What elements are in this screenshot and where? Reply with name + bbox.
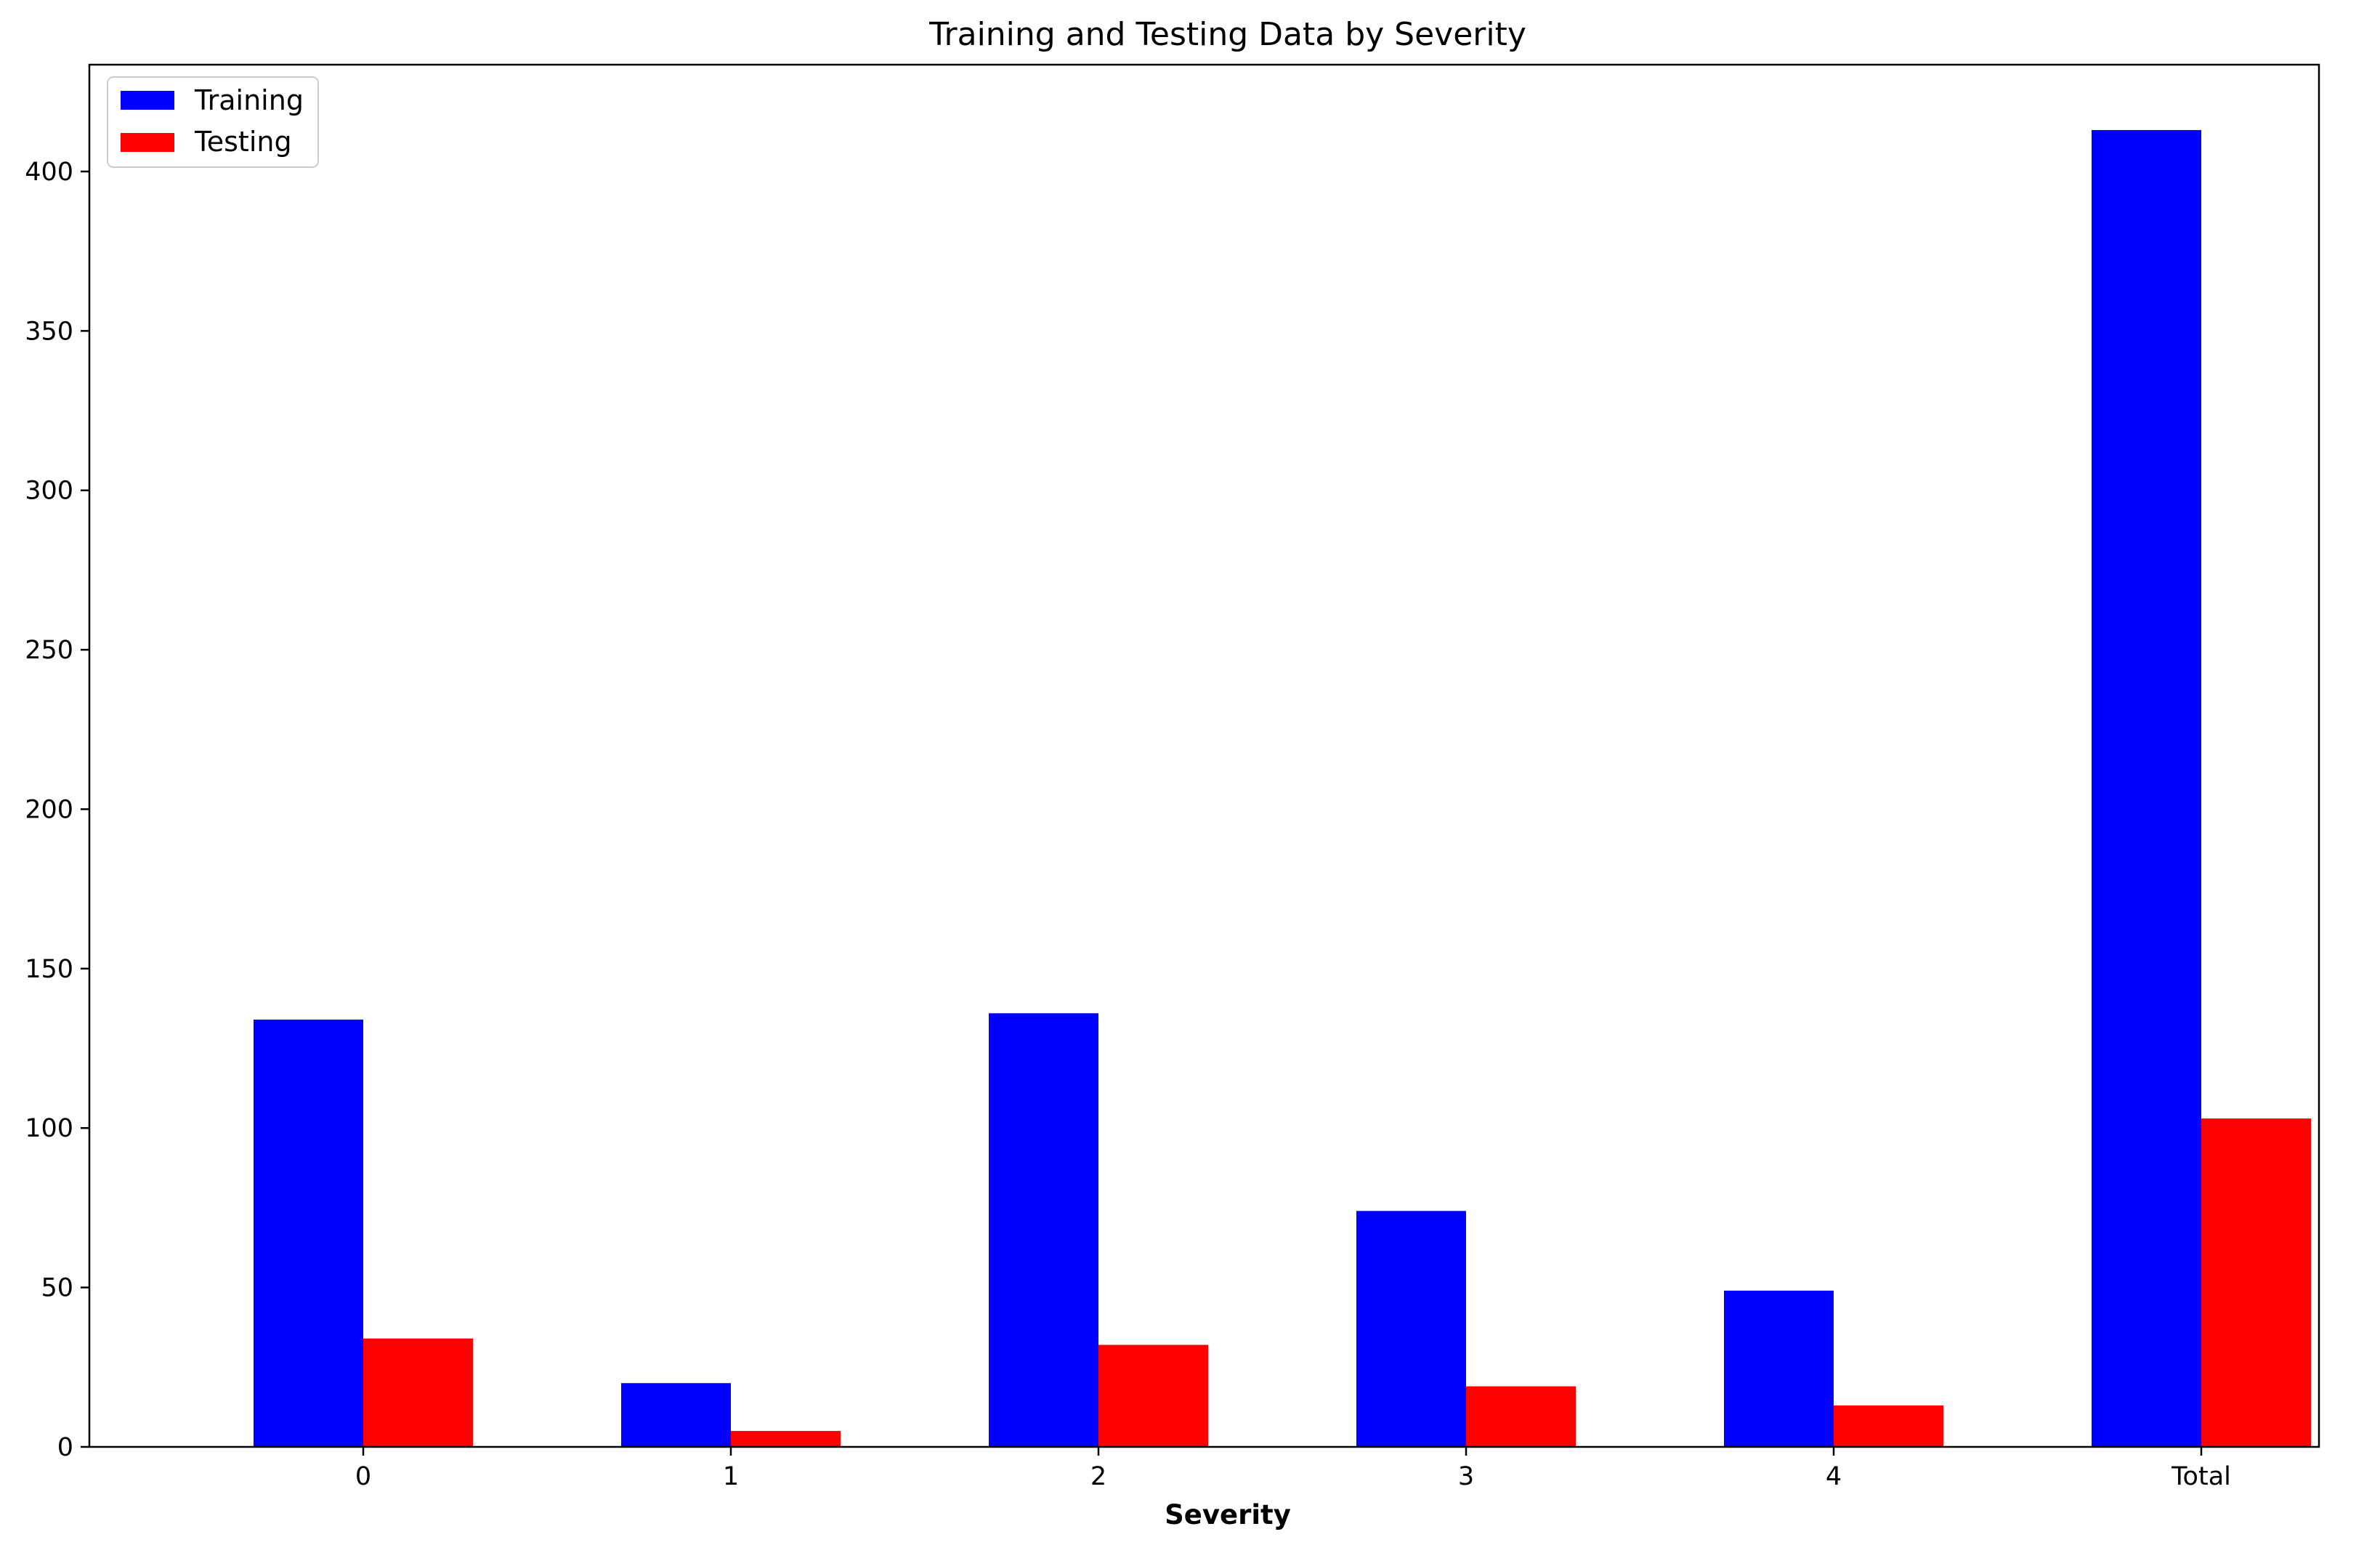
x-tick-label-2: 2: [1090, 1462, 1106, 1491]
legend: Training Testing: [107, 76, 319, 168]
bar-testing-0: [363, 1338, 473, 1447]
bar-training-3: [1356, 1211, 1466, 1447]
y-axis: 0 50 100 150 200 250 300 350 400: [25, 158, 89, 1462]
bar-testing-3: [1466, 1386, 1576, 1447]
chart-title: Training and Testing Data by Severity: [928, 16, 1526, 53]
x-axis: 0 1 2 3 4 Total: [355, 1447, 2231, 1491]
y-tick-label-50: 50: [41, 1274, 73, 1303]
bar-training-4: [1724, 1291, 1834, 1447]
bar-training-total: [2092, 129, 2201, 1448]
legend-swatch-training: [121, 91, 174, 110]
bar-training-1: [621, 1383, 731, 1447]
bar-testing-4: [1834, 1405, 1943, 1447]
legend-label-testing: Testing: [194, 126, 292, 158]
bar-training-0: [254, 1020, 363, 1447]
y-tick-label-150: 150: [25, 955, 73, 984]
bars-layer: [254, 129, 2311, 1448]
y-tick-label-0: 0: [57, 1433, 73, 1462]
y-tick-label-400: 400: [25, 158, 73, 187]
y-tick-label-100: 100: [25, 1114, 73, 1143]
y-tick-label-300: 300: [25, 477, 73, 506]
x-tick-label-3: 3: [1458, 1462, 1474, 1491]
y-tick-label-350: 350: [25, 317, 73, 346]
bar-testing-total: [2201, 1118, 2311, 1447]
x-axis-label: Severity: [1165, 1499, 1291, 1530]
bar-testing-1: [731, 1431, 841, 1447]
bar-training-2: [989, 1013, 1098, 1447]
x-tick-label-1: 1: [723, 1462, 739, 1491]
x-tick-label-4: 4: [1826, 1462, 1842, 1491]
x-tick-label-total: Total: [2171, 1462, 2231, 1491]
legend-swatch-testing: [121, 133, 174, 152]
y-tick-label-200: 200: [25, 795, 73, 824]
y-tick-label-250: 250: [25, 636, 73, 665]
plot-frame: [88, 63, 2320, 1448]
x-tick-label-0: 0: [355, 1462, 371, 1491]
legend-label-training: Training: [194, 84, 304, 116]
bar-testing-2: [1098, 1344, 1208, 1447]
